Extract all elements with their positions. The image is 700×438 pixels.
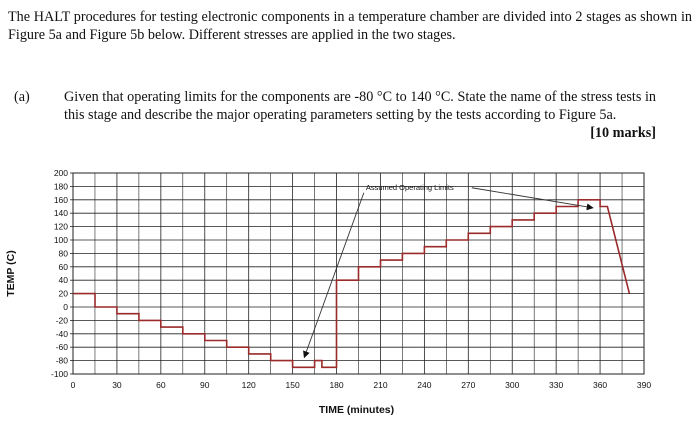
annotation-label: Assumed Operating Limits	[366, 183, 454, 192]
y-tick-label: 60	[59, 262, 69, 272]
plot-frame	[72, 172, 645, 375]
y-tick-label: 120	[54, 222, 68, 232]
y-tick-label: 140	[54, 208, 68, 218]
x-tick-label: 180	[329, 380, 343, 390]
annotation-arrow	[471, 187, 594, 211]
chart-annotations: Assumed Operating Limits	[303, 183, 594, 359]
series-line	[73, 199, 631, 369]
x-tick-label: 360	[593, 380, 607, 390]
x-tick-label: 300	[505, 380, 519, 390]
y-tick-label: 80	[59, 248, 69, 258]
x-tick-label: 60	[156, 380, 166, 390]
y-tick-label: -100	[51, 369, 68, 379]
x-tick-label: 330	[549, 380, 563, 390]
y-axis-title: TEMP (C)	[5, 250, 17, 296]
y-tick-label: -80	[56, 356, 69, 366]
x-tick-label: 90	[200, 380, 210, 390]
y-tick-label: 180	[54, 181, 68, 191]
y-tick-label: 160	[54, 195, 68, 205]
y-tick-label: 200	[54, 168, 68, 178]
x-tick-label: 390	[637, 380, 651, 390]
annotation-arrow	[303, 192, 365, 359]
x-tick-labels: 0 30 60 90 120 150 180 210 240 270 300 330 360 390	[71, 380, 652, 390]
intro-paragraph: The HALT procedures for testing electron…	[8, 9, 692, 43]
y-tick-label: -40	[56, 329, 69, 339]
y-tick-label: 100	[54, 235, 68, 245]
question-label: (a)	[14, 89, 30, 105]
x-tick-label: 270	[461, 380, 475, 390]
x-tick-label: 150	[286, 380, 300, 390]
question-marks: [10 marks]	[590, 125, 656, 141]
y-tick-label: 20	[59, 289, 69, 299]
x-axis-title: TIME (minutes)	[319, 404, 394, 416]
y-tick-labels: 200180160140120100806040200-20-40-60-80-…	[51, 168, 73, 379]
x-tick-label: 240	[417, 380, 431, 390]
x-tick-label: 120	[242, 380, 256, 390]
y-tick-label: -60	[56, 342, 69, 352]
question-text: Given that operating limits for the comp…	[64, 89, 656, 123]
x-tick-label: 210	[373, 380, 387, 390]
x-tick-label: 30	[112, 380, 122, 390]
y-tick-label: 0	[63, 302, 68, 312]
y-tick-label: 40	[59, 275, 69, 285]
chart-series	[73, 199, 631, 369]
x-tick-label: 0	[71, 380, 76, 390]
y-tick-label: -20	[56, 315, 69, 325]
temperature-time-chart: 200180160140120100806040200-20-40-60-80-…	[5, 168, 652, 416]
